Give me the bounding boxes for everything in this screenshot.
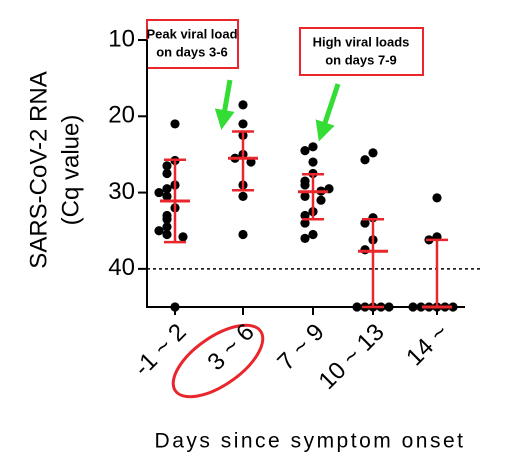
data-point — [368, 148, 378, 158]
data-point — [162, 184, 172, 194]
y-axis-label: SARS-CoV-2 RNA — [25, 71, 52, 268]
annotation: High viral loads — [313, 34, 410, 49]
x-tick-label: 3 ~ 6 — [202, 319, 259, 376]
annotation: Peak viral load — [146, 26, 237, 41]
data-point — [238, 100, 248, 110]
data-point — [300, 210, 310, 221]
data-point — [300, 146, 310, 156]
data-point — [162, 161, 172, 171]
x-axis-label: Days since symptom onset — [155, 430, 466, 453]
data-point — [448, 302, 458, 312]
data-point — [308, 142, 318, 152]
annotation: on days 3-6 — [156, 44, 228, 59]
data-point — [416, 302, 426, 312]
data-point — [360, 245, 370, 255]
data-point — [170, 302, 180, 312]
arrow — [315, 83, 341, 142]
data-point — [360, 218, 370, 228]
data-point — [178, 232, 188, 242]
data-point — [308, 157, 318, 167]
data-point — [238, 191, 248, 201]
y-tick-label: 30 — [108, 178, 135, 205]
y-tick-label: 40 — [108, 254, 135, 281]
data-point — [384, 302, 394, 312]
data-point — [352, 302, 362, 312]
data-point — [162, 214, 172, 224]
data-point — [432, 193, 442, 203]
highlight-ellipse — [171, 323, 265, 399]
x-tick-label: 10 ~ 13 — [314, 319, 390, 395]
annotation: on days 7-9 — [325, 52, 397, 67]
y-tick-label: 20 — [108, 102, 135, 129]
data-point — [300, 218, 310, 228]
data-point — [246, 157, 256, 167]
arrow — [214, 79, 235, 130]
data-point — [300, 191, 310, 201]
data-point — [162, 191, 172, 201]
data-point — [408, 302, 418, 312]
data-point — [154, 226, 164, 236]
data-point — [162, 168, 172, 179]
data-point — [300, 233, 310, 243]
data-point — [170, 119, 180, 129]
data-point — [154, 187, 164, 198]
data-point — [316, 195, 326, 205]
data-point — [238, 119, 248, 129]
x-tick-label: -1 ~ 2 — [129, 319, 192, 382]
data-point — [360, 155, 370, 165]
data-point — [300, 180, 310, 190]
x-tick-label: 14 ~ — [401, 319, 454, 372]
data-point — [308, 229, 318, 240]
y-axis-label: (Cq value) — [57, 115, 84, 226]
data-point — [162, 229, 172, 240]
y-tick-label: 10 — [108, 25, 135, 52]
data-point — [238, 229, 248, 240]
annotation-box — [299, 27, 424, 76]
data-point — [162, 222, 172, 232]
